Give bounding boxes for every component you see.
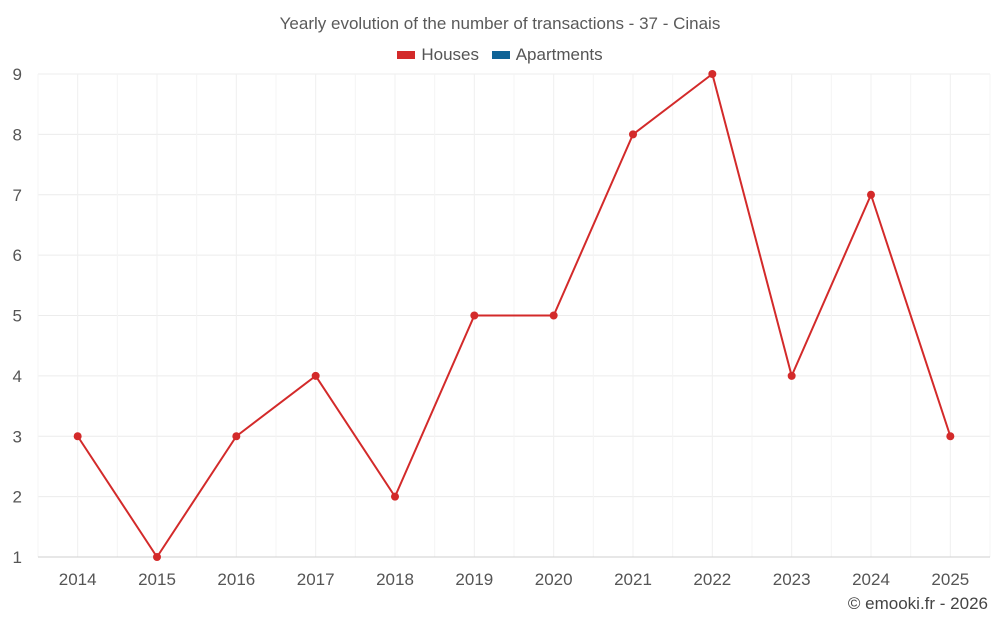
y-tick-label: 2 bbox=[13, 488, 22, 507]
y-tick-label: 4 bbox=[13, 367, 22, 386]
y-tick-label: 9 bbox=[13, 65, 22, 84]
legend: Houses Apartments bbox=[0, 45, 1000, 65]
legend-swatch-houses bbox=[397, 50, 416, 59]
x-tick-label: 2023 bbox=[773, 570, 811, 589]
grid bbox=[37, 73, 991, 557]
y-tick-label: 3 bbox=[13, 427, 22, 446]
data-point-houses-2015 bbox=[153, 553, 161, 561]
series bbox=[73, 70, 955, 561]
chart-title: Yearly evolution of the number of transa… bbox=[279, 14, 721, 33]
legend-label-houses: Houses bbox=[421, 45, 479, 64]
data-point-houses-2016 bbox=[232, 432, 241, 441]
series-line-houses bbox=[76, 73, 952, 558]
data-point-houses-2024 bbox=[867, 190, 875, 199]
data-point-houses-2017 bbox=[311, 371, 320, 380]
y-tick-label: 6 bbox=[13, 246, 22, 265]
watermark: © emooki.fr - 2026 bbox=[847, 594, 988, 613]
data-point-houses-2018 bbox=[391, 492, 399, 501]
x-tick-label: 2019 bbox=[455, 570, 493, 589]
x-tick-label: 2016 bbox=[217, 570, 255, 589]
y-tick-label: 7 bbox=[13, 186, 22, 205]
data-point-houses-2014 bbox=[73, 432, 82, 441]
legend-swatch-apartments bbox=[491, 50, 510, 59]
y-tick-label: 5 bbox=[13, 307, 22, 326]
data-point-houses-2021 bbox=[629, 130, 637, 139]
legend-item-houses[interactable]: Houses bbox=[397, 45, 479, 65]
data-point-houses-2019 bbox=[470, 311, 479, 320]
y-tick-label: 1 bbox=[13, 548, 22, 567]
legend-item-apartments[interactable]: Apartments bbox=[491, 45, 603, 65]
x-tick-label: 2022 bbox=[693, 570, 731, 589]
legend-label-apartments: Apartments bbox=[515, 45, 603, 64]
x-tick-label: 2018 bbox=[376, 570, 414, 589]
x-tick-label: 2014 bbox=[59, 570, 97, 589]
x-tick-label: 2024 bbox=[852, 570, 890, 589]
x-tick-label: 2017 bbox=[297, 570, 335, 589]
data-point-houses-2025 bbox=[946, 432, 955, 441]
axes: 1 2 3 4 5 6 7 8 9 2014 2015 2016 2017 2018 2019 2020 202… bbox=[13, 65, 990, 589]
data-point-houses-2020 bbox=[549, 311, 558, 320]
x-tick-label: 2021 bbox=[614, 570, 652, 589]
x-tick-label: 2025 bbox=[931, 570, 969, 589]
data-point-houses-2023 bbox=[787, 371, 796, 380]
data-point-houses-2022 bbox=[708, 70, 717, 78]
x-tick-label: 2015 bbox=[138, 570, 176, 589]
y-tick-label: 8 bbox=[13, 125, 22, 144]
x-tick-label: 2020 bbox=[535, 570, 573, 589]
